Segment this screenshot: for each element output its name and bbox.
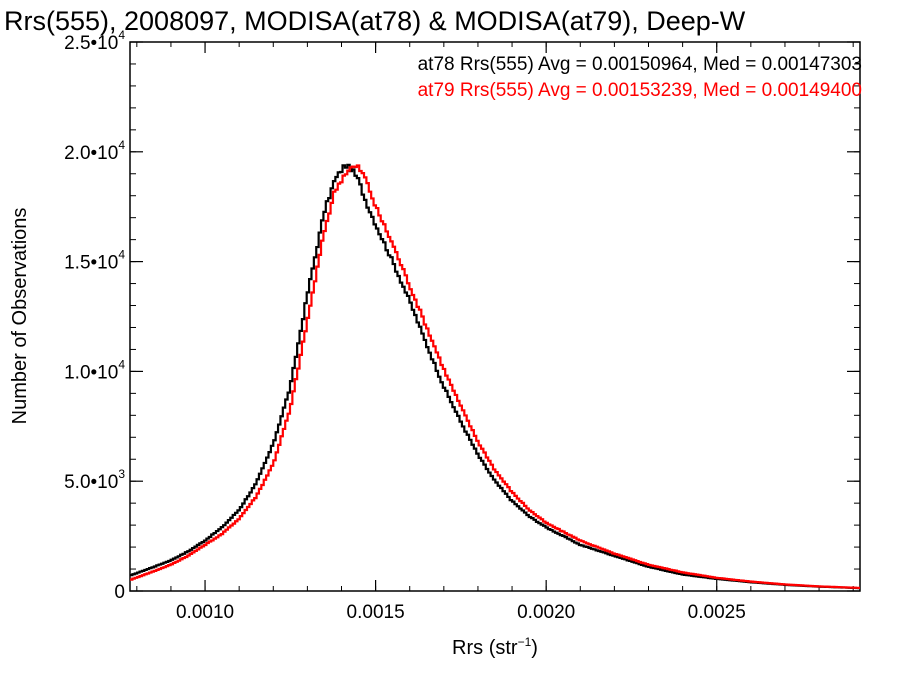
x-axis-label-end: )	[531, 637, 538, 659]
x-tick-label: 0.0015	[347, 602, 405, 623]
y-tick-label: 1.5•104	[64, 248, 125, 274]
legend-entry-at78: at78 Rrs(555) Avg = 0.00150964, Med = 0.…	[418, 54, 862, 75]
x-axis-ticks: 0.0010 0.0015 0.0020 0.0025	[136, 42, 854, 623]
y-tick-label: 5.0•103	[64, 467, 125, 493]
y-tick-label: 1.0•104	[64, 357, 125, 383]
y-tick-label: 0	[114, 582, 125, 603]
series-at79-line	[130, 164, 860, 590]
y-tick-label: 2.0•104	[64, 138, 125, 164]
series-group	[130, 163, 860, 590]
plot-frame	[129, 41, 861, 592]
y-axis-label: Number of Observations	[9, 208, 31, 425]
x-axis-label: Rrs (str−1)	[452, 635, 538, 659]
x-axis-label-base: Rrs (str	[452, 637, 518, 659]
y-tick-label: 2.5•104	[64, 28, 125, 54]
legend-entry-at79: at79 Rrs(555) Avg = 0.00153239, Med = 0.…	[418, 80, 862, 101]
x-tick-label: 0.0020	[517, 602, 575, 623]
x-tick-label: 0.0025	[688, 602, 746, 623]
series-at78-line	[130, 163, 860, 590]
chart-title: Rrs(555), 2008097, MODISA(at78) & MODISA…	[4, 6, 746, 36]
x-tick-label: 0.0010	[176, 602, 234, 623]
x-axis-label-sup: −1	[518, 635, 532, 649]
y-axis-ticks: 0 5.0•103 1.0•104 1.5•104 2.0•104 2.5•104	[64, 28, 860, 603]
